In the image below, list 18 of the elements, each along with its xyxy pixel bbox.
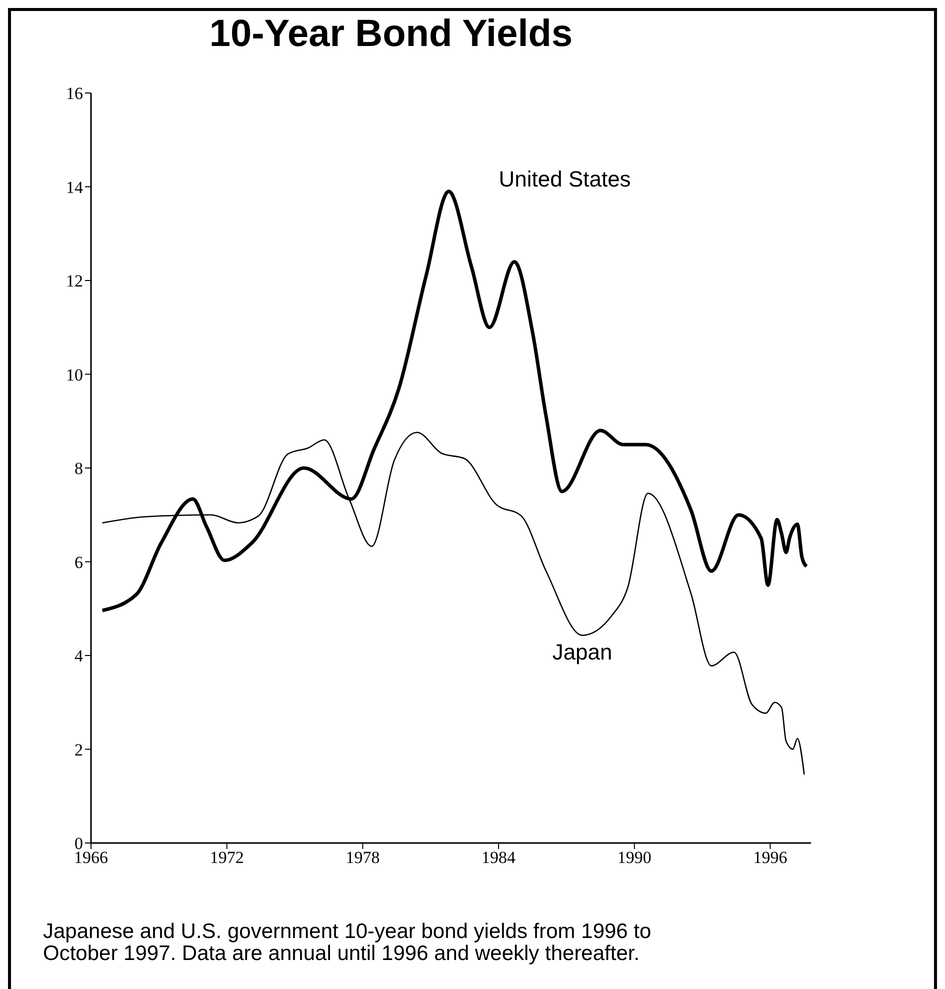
- x-tick-label: 1990: [617, 848, 652, 868]
- y-tick-label: 4: [74, 646, 84, 666]
- x-tick-label: 1978: [346, 848, 380, 868]
- y-tick-label: 12: [66, 272, 83, 291]
- y-tick-label: 2: [74, 740, 83, 760]
- x-tick-label: 1996: [753, 848, 788, 868]
- chart-title: 10-Year Bond Yields: [208, 13, 574, 56]
- x-tick-label: 1972: [210, 848, 244, 868]
- y-tick-label: 14: [66, 178, 84, 197]
- x-tick-label: 1966: [74, 848, 108, 868]
- y-tick-label: 16: [66, 84, 83, 104]
- y-tick-label: 8: [74, 459, 83, 478]
- y-tick-label: 10: [66, 365, 83, 384]
- series-label: Japan: [552, 639, 612, 664]
- text: United States: [498, 166, 631, 192]
- y-tick-label: 6: [74, 552, 83, 572]
- x-tick-label: 1984: [482, 848, 516, 868]
- text: Japanese and U.S. government 10-year bond yields from 1996 to October 1997. Data are annual until 1996 and weekly thereafter.: [43, 920, 652, 965]
